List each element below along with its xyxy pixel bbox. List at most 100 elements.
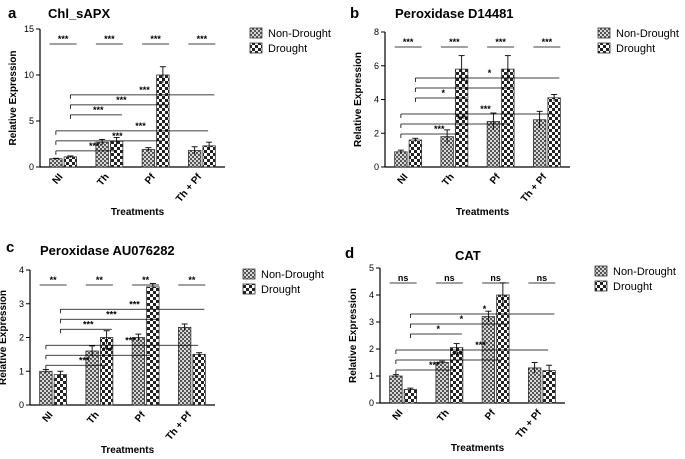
panel-title: CAT: [455, 248, 481, 263]
sig-label: ***: [58, 34, 69, 44]
legend-swatch: [597, 27, 611, 39]
y-tick-label: 5: [369, 263, 374, 273]
legend-swatch: [594, 265, 608, 277]
category-label: NI: [391, 408, 406, 423]
panel-title: Chl_sAPX: [48, 6, 110, 21]
comparison-label: ***: [79, 355, 90, 365]
comparison-label: ***: [116, 95, 127, 105]
comparison-label: ***: [475, 340, 486, 350]
y-tick-label: 15: [24, 24, 34, 34]
comparison-label: ***: [139, 85, 150, 95]
comparison-label: ***: [480, 104, 491, 114]
sig-label: ***: [104, 34, 115, 44]
sig-label: ***: [495, 37, 506, 47]
category-label: Th + Pf: [514, 407, 544, 440]
category-label: Pf: [133, 409, 148, 424]
comparison-label: *: [483, 304, 487, 314]
y-tick-label: 2: [19, 333, 24, 343]
legend-label: Drought: [268, 43, 307, 55]
bar-drought: [547, 97, 561, 168]
comparison-label: ***: [93, 105, 104, 115]
y-tick-label: 10: [24, 70, 34, 80]
bar-non-drought: [141, 149, 156, 168]
y-tick-label: 2: [374, 128, 379, 138]
category-label: Th + Pf: [174, 171, 204, 204]
bar-non-drought: [39, 370, 53, 406]
legend-swatch: [594, 280, 608, 292]
y-axis-label: Relative Expression: [0, 290, 9, 385]
sig-label: ***: [449, 37, 460, 47]
category-label: NI: [396, 172, 411, 187]
legend-swatch: [242, 268, 256, 280]
y-tick-label: 0: [374, 162, 379, 172]
panel-letter: c: [6, 239, 14, 256]
bar-non-drought: [394, 151, 408, 168]
comparison-label: ***: [135, 121, 146, 131]
sig-label: ns: [490, 273, 501, 283]
comparison-label: ***: [83, 319, 94, 329]
sig-label: ns: [537, 273, 548, 283]
legend-swatch: [249, 42, 263, 54]
panel-letter: d: [345, 245, 354, 262]
y-axis-label: Relative Expression: [353, 52, 364, 147]
sig-label: **: [96, 275, 104, 285]
legend-swatch: [249, 27, 263, 39]
comparison-label: *: [488, 68, 492, 78]
sig-label: ***: [150, 34, 161, 44]
sig-label: ***: [197, 34, 208, 44]
y-tick-label: 3: [369, 317, 374, 327]
comparison-label: ***: [89, 141, 100, 151]
legend-swatch: [597, 42, 611, 54]
legend-label: Drought: [613, 281, 652, 293]
x-axis-label: Treatments: [451, 443, 505, 454]
category-label: Th: [85, 410, 101, 426]
comparison-label: ***: [125, 335, 136, 345]
sig-label: ns: [398, 273, 409, 283]
comparison-label: ***: [434, 124, 445, 134]
y-tick-label: 5: [29, 116, 34, 126]
y-axis-label: Relative Expression: [8, 50, 19, 145]
panel-b: b Peroxidase D14481 0 2 4 6 8 Relative Expressi…: [350, 5, 679, 218]
sig-label: **: [188, 275, 196, 285]
sig-label: **: [142, 275, 150, 285]
bar-drought: [109, 140, 124, 168]
comparison-label: ***: [457, 114, 468, 124]
legend-label: Drought: [261, 284, 300, 296]
legend-label: Non-Drought: [261, 269, 324, 281]
comparison-label: ***: [112, 131, 123, 141]
y-tick-label: 3: [19, 299, 24, 309]
panel-letter: b: [350, 5, 359, 22]
comparison-label: ***: [106, 309, 117, 319]
bar-drought: [53, 374, 68, 406]
category-label: NI: [41, 410, 56, 425]
bar-drought: [403, 389, 418, 404]
bar-drought: [501, 68, 515, 168]
category-label: Pf: [143, 171, 158, 186]
legend-label: Non-Drought: [616, 28, 679, 40]
bar-non-drought: [49, 158, 63, 168]
panel-title: Peroxidase D14481: [395, 6, 514, 21]
bar-non-drought: [131, 337, 146, 406]
category-label: Th: [435, 408, 451, 424]
bar-drought: [408, 139, 423, 168]
bar-non-drought: [177, 326, 192, 406]
category-label: Th: [95, 172, 111, 188]
comparison-label: *: [460, 314, 464, 324]
comparison-label: ***: [429, 360, 440, 370]
y-tick-label: 0: [19, 400, 24, 410]
comparison-label: ***: [452, 350, 463, 360]
sig-label: **: [50, 275, 58, 285]
sig-label: ns: [444, 273, 455, 283]
panel-a: a Chl_sAPX 0 5 10 15 Relative Expression Treatm…: [8, 5, 331, 218]
category-label: Th + Pf: [164, 409, 194, 442]
x-axis-label: Treatments: [111, 207, 165, 218]
comparison-label: *: [436, 324, 440, 334]
y-tick-label: 0: [29, 162, 34, 172]
panel-c: c Peroxidase AU076282 0 1 2 3 4 Relative Expres…: [0, 239, 324, 456]
sig-label: ***: [403, 37, 414, 47]
legend-swatch: [242, 283, 256, 295]
bar-drought: [496, 294, 510, 404]
y-tick-label: 4: [374, 95, 379, 105]
comparison-label: ***: [102, 345, 113, 355]
